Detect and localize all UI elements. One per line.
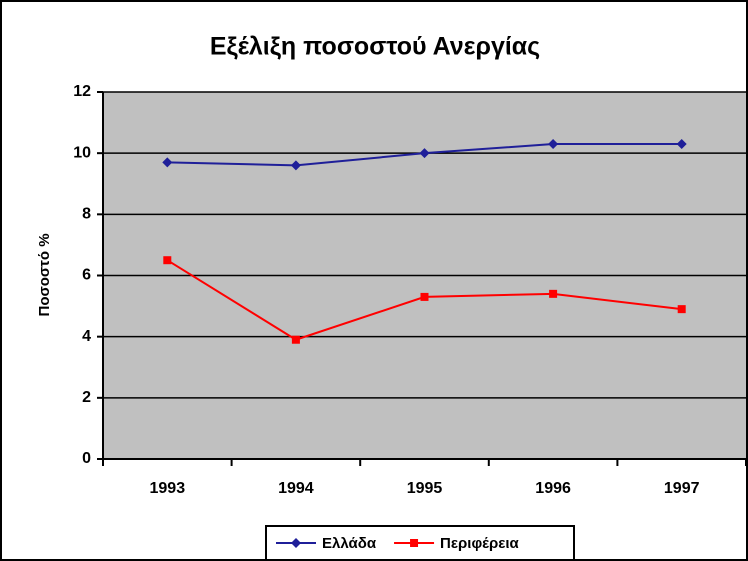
legend-label: Περιφέρεια [440,535,519,552]
x-tick-label: 1997 [664,480,700,497]
marker [291,335,300,344]
marker [548,138,559,149]
y-tick-label: 0 [82,450,91,467]
legend-label: Ελλάδα [322,535,377,552]
marker [163,256,172,265]
chart-title: Εξέλιξη ποσοστού Ανεργίας [210,33,540,61]
marker [549,289,558,298]
marker [162,157,173,168]
marker [291,538,301,548]
y-tick-label: 4 [82,328,91,345]
x-tick-label: 1993 [150,480,186,497]
y-axis-label: Ποσοστό % [36,233,53,316]
x-tick-label: 1996 [535,480,571,497]
marker [677,305,686,314]
y-tick-label: 8 [82,206,91,223]
y-tick-label: 2 [82,389,91,406]
marker [290,160,301,171]
marker [410,539,419,547]
marker [676,138,687,149]
marker [420,292,429,301]
y-tick-label: 12 [73,83,91,100]
y-tick-label: 10 [73,144,91,161]
y-tick-label: 6 [82,267,91,284]
x-tick-label: 1995 [407,480,443,497]
x-tick-label: 1994 [278,480,314,497]
legend: Ελλάδα Περιφέρεια [265,525,575,561]
marker [419,148,430,159]
